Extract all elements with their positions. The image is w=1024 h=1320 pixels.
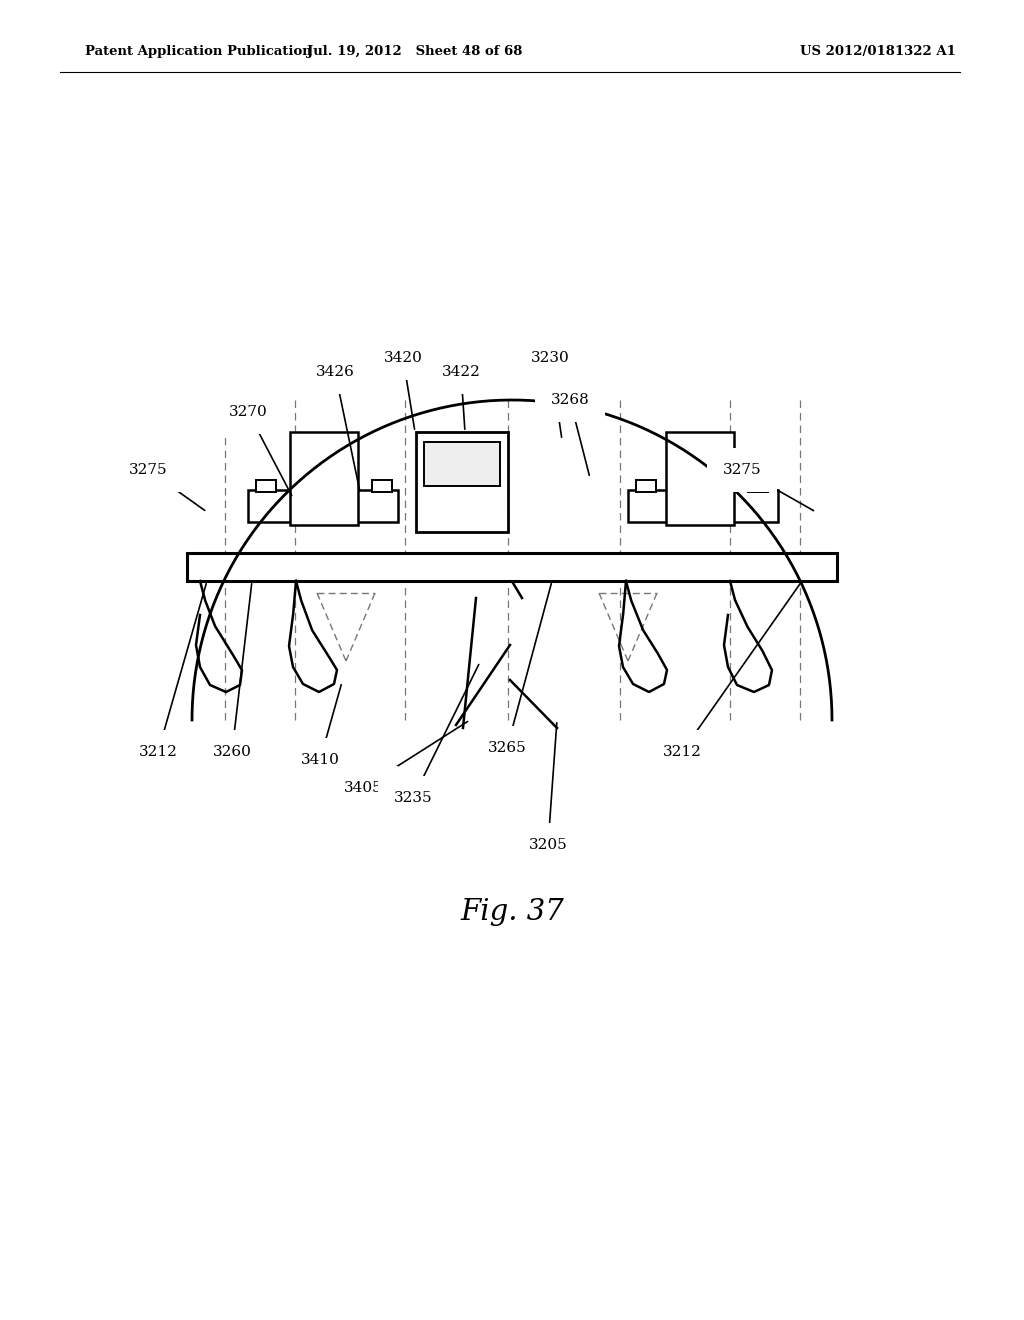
Text: 3212: 3212 — [138, 744, 177, 759]
Text: 3265: 3265 — [487, 741, 526, 755]
Text: Patent Application Publication: Patent Application Publication — [85, 45, 311, 58]
Text: Jul. 19, 2012   Sheet 48 of 68: Jul. 19, 2012 Sheet 48 of 68 — [307, 45, 522, 58]
Text: Fig. 37: Fig. 37 — [460, 898, 564, 927]
Text: 3275: 3275 — [723, 463, 761, 477]
Bar — [290, 432, 358, 525]
Text: 3405: 3405 — [344, 781, 382, 795]
Bar — [748, 480, 768, 492]
Bar — [416, 432, 508, 532]
Bar — [372, 480, 392, 492]
Bar — [424, 442, 500, 486]
Text: US 2012/0181322 A1: US 2012/0181322 A1 — [800, 45, 955, 58]
Bar — [666, 432, 734, 525]
Text: 3260: 3260 — [213, 744, 252, 759]
Text: 3268: 3268 — [551, 393, 590, 407]
Text: 3426: 3426 — [315, 366, 354, 379]
Text: 3270: 3270 — [228, 405, 267, 418]
Text: 3420: 3420 — [384, 351, 423, 366]
Bar — [248, 490, 398, 521]
Text: 3275: 3275 — [129, 463, 167, 477]
Bar — [636, 480, 656, 492]
Text: 3205: 3205 — [528, 838, 567, 851]
Text: 3422: 3422 — [441, 366, 480, 379]
Text: 3410: 3410 — [301, 752, 339, 767]
Bar — [187, 553, 837, 581]
Bar — [256, 480, 276, 492]
Text: 3212: 3212 — [663, 744, 701, 759]
Bar — [628, 490, 778, 521]
Text: 3230: 3230 — [530, 351, 569, 366]
Text: 3235: 3235 — [393, 791, 432, 805]
